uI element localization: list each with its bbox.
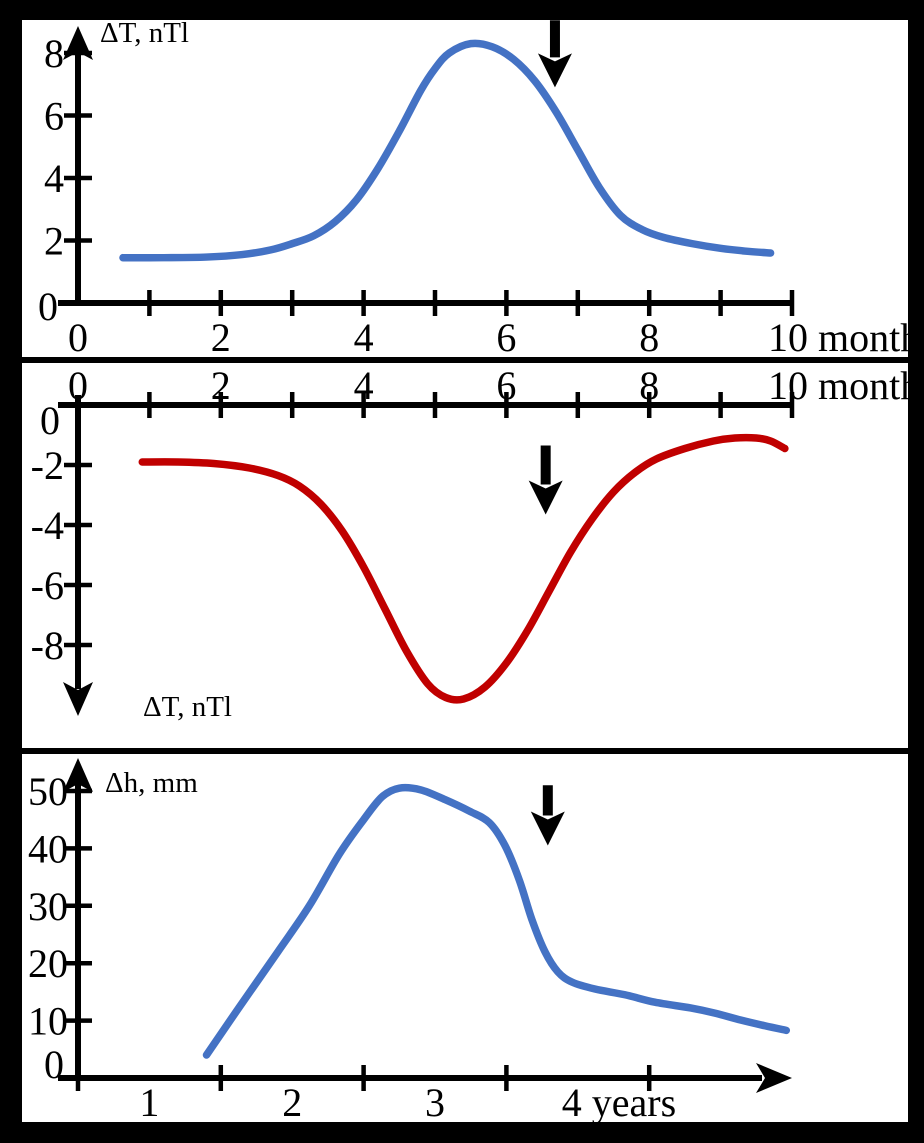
y-tick-label: 10 [28,999,68,1044]
origin-label: 0 [44,1042,64,1087]
data-curve [202,783,791,1059]
origin-label: 0 [40,398,60,443]
x-tick-label: 2 [282,1080,302,1125]
x-tick-label: 10 months [768,315,924,360]
y-axis-arrowhead [63,682,93,716]
y-axis-unit-label: ΔT, nTl [100,17,189,49]
y-axis-arrowhead [63,758,93,792]
data-curve [119,39,775,262]
chart-panel-1: 0 2 4 6 8 10 months 2 4 6 8 0 ΔT, nTl [22,17,924,360]
event-marker-arrow-head [528,480,563,515]
x-axis-arrowhead [756,1063,792,1093]
event-marker-arrow-head [530,811,565,846]
y-tick-label: 40 [28,826,68,871]
y-tick-label: 30 [28,884,68,929]
x-tick-label: 2 [211,315,231,360]
panel-background [22,363,908,748]
y-tick-label: 8 [44,31,64,76]
y-tick-label: 20 [28,941,68,986]
x-tick-label: 4 years [562,1080,676,1125]
y-tick-label: -8 [31,623,64,668]
y-tick-label: 4 [44,156,64,201]
chart-panel-2: 0 2 4 6 8 10 months -2 -4 -6 -8 0 ΔT, nTl [22,363,924,748]
x-tick-label: 1 [139,1080,159,1125]
x-tick-label: 2 [211,363,231,408]
x-tick-label: 6 [496,315,516,360]
x-tick-label: 8 [639,363,659,408]
x-tick-label: 8 [639,315,659,360]
y-tick-label: -2 [31,443,64,488]
event-marker-arrow-head [537,53,572,88]
panel-background [22,20,908,357]
origin-label: 0 [38,284,58,329]
y-tick-label: 50 [28,769,68,814]
x-tick-label: 10 months [768,363,924,408]
x-tick-label: 0 [68,315,88,360]
y-axis-unit-label: Δh, mm [105,767,198,799]
chart-panel-3: 1 2 3 4 years 10 20 30 40 50 0 Δh, mm [22,754,908,1125]
x-tick-label: 0 [68,363,88,408]
x-tick-label: 4 [354,315,374,360]
x-tick-label: 3 [425,1080,445,1125]
x-tick-label: 4 [354,363,374,408]
y-tick-label: -6 [31,563,64,608]
y-tick-label: 2 [44,219,64,264]
data-curve [138,433,789,704]
panel-background [22,754,908,1122]
y-tick-label: 6 [44,94,64,139]
y-axis-unit-label: ΔT, nTl [143,691,232,723]
x-tick-label: 6 [496,363,516,408]
y-tick-label: -4 [31,503,64,548]
